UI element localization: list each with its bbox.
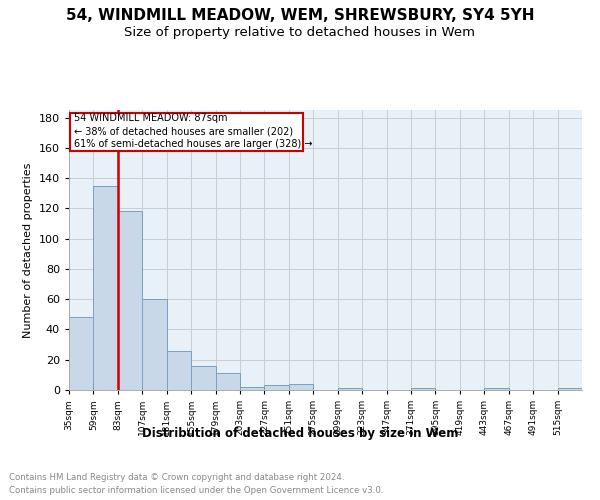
- Bar: [289, 384, 313, 390]
- Bar: [118, 212, 142, 390]
- Bar: [557, 388, 582, 390]
- Bar: [215, 374, 240, 390]
- Bar: [70, 113, 303, 151]
- Bar: [338, 388, 362, 390]
- Text: Size of property relative to detached houses in Wem: Size of property relative to detached ho…: [125, 26, 476, 39]
- Bar: [69, 318, 94, 390]
- Text: Distribution of detached houses by size in Wem: Distribution of detached houses by size …: [142, 428, 458, 440]
- Text: Contains public sector information licensed under the Open Government Licence v3: Contains public sector information licen…: [9, 486, 383, 495]
- Bar: [265, 386, 289, 390]
- Text: Contains HM Land Registry data © Crown copyright and database right 2024.: Contains HM Land Registry data © Crown c…: [9, 472, 344, 482]
- Bar: [167, 350, 191, 390]
- Bar: [191, 366, 215, 390]
- Bar: [94, 186, 118, 390]
- Text: 54 WINDMILL MEADOW: 87sqm
← 38% of detached houses are smaller (202)
61% of semi: 54 WINDMILL MEADOW: 87sqm ← 38% of detac…: [74, 113, 313, 150]
- Text: 54, WINDMILL MEADOW, WEM, SHREWSBURY, SY4 5YH: 54, WINDMILL MEADOW, WEM, SHREWSBURY, SY…: [66, 8, 534, 22]
- Y-axis label: Number of detached properties: Number of detached properties: [23, 162, 33, 338]
- Bar: [484, 388, 509, 390]
- Bar: [240, 387, 265, 390]
- Bar: [411, 388, 436, 390]
- Bar: [142, 299, 167, 390]
